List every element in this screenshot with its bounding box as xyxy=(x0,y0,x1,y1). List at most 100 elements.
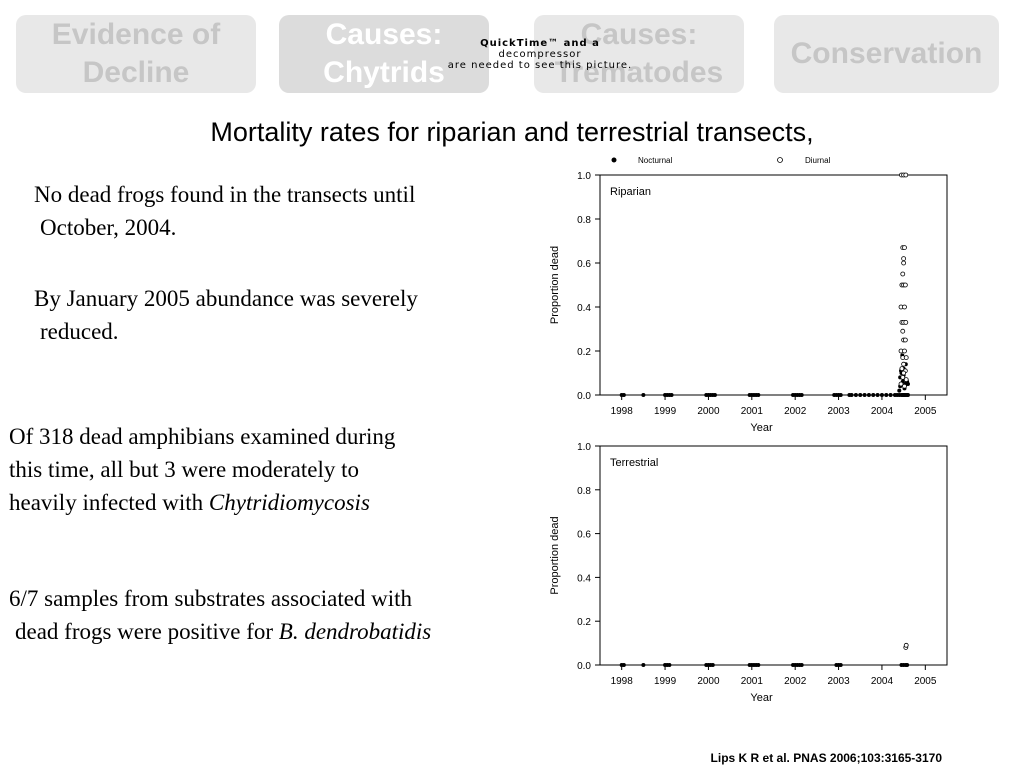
data-point-diurnal xyxy=(903,172,909,178)
tab-label-line1: Evidence of xyxy=(51,18,221,51)
text-line: October, 2004. xyxy=(40,215,177,240)
x-tick-label: 2000 xyxy=(697,676,720,687)
text-line: By January 2005 abundance was severely xyxy=(34,286,418,311)
y-tick-label: 0.6 xyxy=(577,530,591,541)
x-tick-label: 1998 xyxy=(611,676,634,687)
data-point-diurnal xyxy=(903,319,909,325)
data-point-nocturnal xyxy=(879,393,884,397)
data-point-diurnal xyxy=(900,328,906,334)
data-point-diurnal xyxy=(899,366,905,372)
quicktime-placeholder: QuickTime™ and a decompressor are needed… xyxy=(395,38,685,71)
text-line: reduced. xyxy=(40,319,119,344)
data-point-diurnal xyxy=(901,260,907,266)
data-point-nocturnal xyxy=(756,663,761,667)
data-point-diurnal xyxy=(902,245,907,250)
legend-label: Nocturnal xyxy=(638,156,672,165)
y-axis-label: Proportion dead xyxy=(549,516,561,594)
data-point-nocturnal xyxy=(905,382,910,386)
text-line: Of 318 dead amphibians examined during xyxy=(9,424,396,449)
data-point-diurnal xyxy=(901,370,907,376)
y-tick-label: 1.0 xyxy=(577,171,591,182)
data-point-diurnal xyxy=(900,271,906,277)
legend-marker-nocturnal xyxy=(611,157,617,163)
text-line: heavily infected with Chytridiomycosis xyxy=(9,486,395,519)
paragraph-abundance: By January 2005 abundance was severely r… xyxy=(34,282,418,348)
x-tick-label: 1999 xyxy=(654,406,677,417)
data-point-nocturnal xyxy=(667,663,672,667)
tab-label-line1: Causes: xyxy=(580,18,698,51)
data-point-nocturnal xyxy=(621,663,626,667)
x-tick-label: 2001 xyxy=(741,406,764,417)
x-tick-label: 2004 xyxy=(871,676,894,687)
data-point-nocturnal xyxy=(862,393,867,397)
tab-causes-trematodes[interactable]: Causes: Trematodes xyxy=(534,15,744,93)
paragraph-amphibians-examined: Of 318 dead amphibians examined during t… xyxy=(9,420,395,519)
data-point-nocturnal xyxy=(884,393,889,397)
y-tick-label: 0.6 xyxy=(577,259,591,270)
data-point-diurnal xyxy=(902,282,908,288)
tab-causes-chytrids[interactable]: Causes: Chytrids xyxy=(279,15,489,93)
text-line: 6/7 samples from substrates associated w… xyxy=(9,586,413,611)
data-point-nocturnal xyxy=(838,393,843,397)
y-tick-label: 0.8 xyxy=(577,486,591,497)
paragraph-substrate-samples: 6/7 samples from substrates associated w… xyxy=(9,582,431,648)
text-line: this time, all but 3 were moderately to xyxy=(9,457,360,482)
tab-label-line2: Chytrids xyxy=(323,56,445,89)
data-point-diurnal xyxy=(902,348,907,354)
data-point-nocturnal xyxy=(756,393,761,397)
panel-title: Riparian xyxy=(610,186,651,198)
species-italic: B. dendrobatidis xyxy=(278,619,432,644)
data-point-nocturnal xyxy=(712,393,717,397)
y-tick-label: 0.2 xyxy=(577,617,591,628)
data-point-nocturnal xyxy=(641,663,646,667)
data-point-nocturnal xyxy=(905,393,910,397)
x-axis-label: Year xyxy=(750,422,773,434)
data-point-diurnal xyxy=(902,304,907,310)
text-line: dead frogs were positive for B. dendroba… xyxy=(9,615,431,648)
data-point-nocturnal xyxy=(849,393,854,397)
tab-evidence-of-decline[interactable]: Evidence of Decline xyxy=(16,15,256,93)
plot-frame xyxy=(599,445,948,666)
text-segment: dead frogs were positive for xyxy=(15,619,279,644)
data-point-nocturnal xyxy=(799,663,804,667)
data-point-diurnal xyxy=(901,361,907,367)
x-tick-label: 2002 xyxy=(784,406,807,417)
tab-conservation[interactable]: Conservation xyxy=(774,15,999,93)
y-tick-label: 0.0 xyxy=(577,391,591,402)
panel-title: Terrestrial xyxy=(610,457,658,469)
data-point-diurnal xyxy=(902,337,908,343)
y-tick-label: 0.2 xyxy=(577,347,591,358)
x-tick-label: 2005 xyxy=(914,676,937,687)
y-tick-label: 0.4 xyxy=(577,303,591,314)
quicktime-line2: decompressor xyxy=(498,49,582,60)
plot-frame xyxy=(599,174,948,396)
data-point-nocturnal xyxy=(641,393,646,397)
x-tick-label: 1999 xyxy=(654,676,677,687)
x-tick-label: 2005 xyxy=(914,406,937,417)
legend-label: Diurnal xyxy=(805,156,831,165)
data-point-diurnal xyxy=(900,374,906,380)
tab-label-line2: Decline xyxy=(82,56,190,89)
data-point-diurnal xyxy=(903,642,909,648)
x-tick-label: 2003 xyxy=(827,676,850,687)
y-tick-label: 0.8 xyxy=(577,215,591,226)
data-point-nocturnal xyxy=(853,393,858,397)
citation: Lips K R et al. PNAS 2006;103:3165-3170 xyxy=(710,751,942,765)
data-point-nocturnal xyxy=(858,393,863,397)
quicktime-line3: are needed to see this picture. xyxy=(447,60,633,71)
tab-label-line1: Conservation xyxy=(790,37,983,70)
data-point-nocturnal xyxy=(710,663,715,667)
data-point-diurnal xyxy=(901,256,907,261)
x-tick-label: 2000 xyxy=(697,406,720,417)
data-point-nocturnal xyxy=(866,393,871,397)
data-point-nocturnal xyxy=(669,393,674,397)
text-line: No dead frogs found in the transects unt… xyxy=(34,182,416,207)
x-axis-label: Year xyxy=(750,692,773,704)
data-point-diurnal xyxy=(903,377,909,383)
y-tick-label: 1.0 xyxy=(577,442,591,453)
data-point-nocturnal xyxy=(838,663,843,667)
x-tick-label: 2003 xyxy=(827,406,850,417)
data-point-nocturnal xyxy=(875,393,880,397)
slide-title: Mortality rates for riparian and terrest… xyxy=(210,117,814,147)
tab-label-line1: Causes: xyxy=(325,18,443,51)
